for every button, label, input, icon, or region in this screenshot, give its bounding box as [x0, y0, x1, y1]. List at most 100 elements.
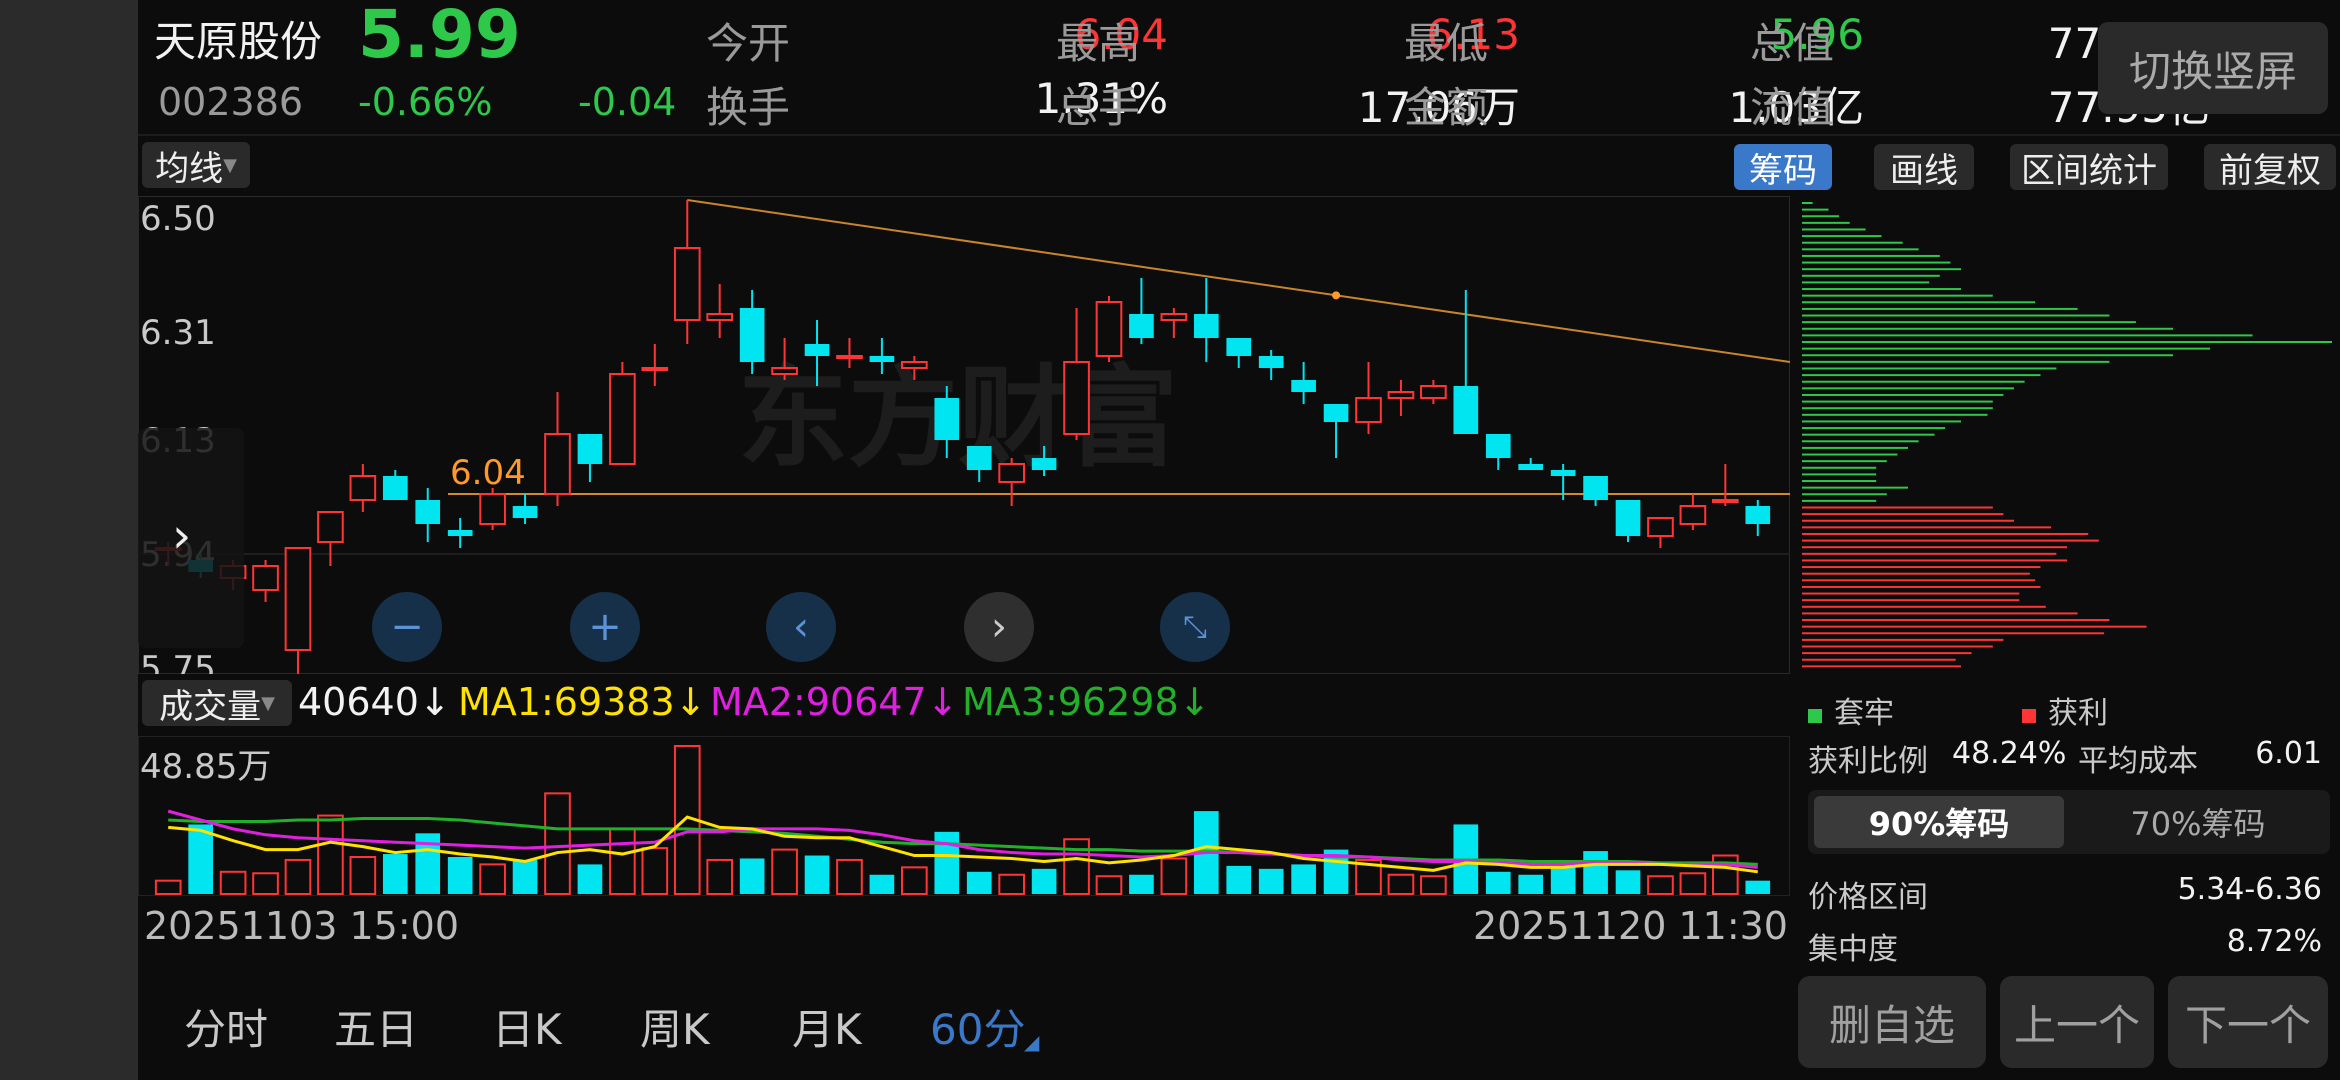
volume-bar[interactable] — [1485, 871, 1511, 894]
scroll-left-icon[interactable]: ‹ — [766, 592, 836, 662]
volume-bar[interactable] — [1387, 873, 1415, 895]
volume-bar[interactable] — [804, 855, 830, 894]
candle[interactable] — [901, 361, 928, 369]
candle[interactable] — [1258, 356, 1284, 368]
tab-weekly[interactable]: 周K — [640, 1005, 710, 1054]
volume-bar[interactable] — [154, 879, 182, 895]
volume-bar[interactable] — [188, 824, 213, 894]
switch-portrait-button[interactable]: 切换竖屏 — [2098, 22, 2328, 114]
volume-bar[interactable] — [219, 870, 247, 896]
scroll-right-icon[interactable]: › — [964, 592, 1034, 662]
volume-bar[interactable] — [1745, 880, 1771, 894]
candle[interactable] — [1712, 499, 1739, 503]
volume-bar[interactable] — [1679, 872, 1707, 895]
candle[interactable] — [317, 511, 344, 543]
volume-bar[interactable] — [479, 863, 506, 895]
volume-bar[interactable] — [577, 864, 603, 894]
tab-monthly[interactable]: 月K — [792, 1005, 862, 1054]
candle[interactable] — [1063, 361, 1090, 435]
volume-bar[interactable] — [284, 858, 312, 895]
candle[interactable] — [1615, 500, 1641, 536]
zoom-out-icon[interactable]: − — [372, 592, 442, 662]
candle[interactable] — [1323, 404, 1349, 422]
candle[interactable] — [1647, 517, 1674, 537]
delete-watchlist-button[interactable]: 删自选 — [1798, 976, 1986, 1068]
candle[interactable] — [1160, 313, 1188, 321]
candle[interactable] — [1583, 476, 1608, 500]
volume-bar[interactable] — [869, 874, 895, 894]
volume-bar[interactable] — [998, 873, 1025, 895]
volume-bar[interactable] — [1129, 874, 1154, 894]
candle[interactable] — [1485, 434, 1511, 458]
volume-bar[interactable] — [836, 858, 863, 895]
candle[interactable] — [998, 463, 1025, 483]
volume-bar[interactable] — [609, 827, 636, 895]
volume-bar[interactable] — [739, 858, 765, 894]
volume-bar[interactable] — [512, 859, 538, 894]
candle[interactable] — [252, 565, 279, 591]
volume-bar[interactable] — [382, 854, 408, 894]
volume-bar[interactable] — [1031, 868, 1057, 894]
candle[interactable] — [1745, 506, 1771, 524]
volume-bar[interactable] — [1355, 858, 1382, 895]
trend-line[interactable] — [687, 199, 1790, 363]
candle[interactable] — [1031, 458, 1057, 470]
candle[interactable] — [1453, 386, 1479, 434]
candle[interactable] — [1095, 301, 1123, 357]
candle[interactable] — [479, 493, 506, 525]
draw-line-button[interactable]: 画线 — [1874, 144, 1974, 191]
tab-70-chips[interactable]: 70%筹码 — [2130, 805, 2266, 843]
candle[interactable] — [1291, 380, 1316, 392]
previous-stock-button[interactable]: 上一个 — [2000, 976, 2154, 1068]
candle[interactable] — [284, 547, 312, 651]
candle[interactable] — [349, 475, 377, 501]
volume-bar[interactable] — [1647, 875, 1674, 896]
volume-bar[interactable] — [1160, 857, 1188, 896]
candle[interactable] — [804, 344, 830, 356]
volume-chart[interactable]: 48.85万 — [138, 736, 1790, 896]
volume-bar[interactable] — [1420, 875, 1447, 896]
volume-bar[interactable] — [641, 847, 669, 896]
reset-zoom-icon[interactable]: ⤡ — [1160, 592, 1230, 662]
candle[interactable] — [544, 433, 571, 495]
candle[interactable] — [869, 356, 895, 362]
candle[interactable] — [934, 398, 960, 440]
volume-bar[interactable] — [934, 831, 960, 894]
candle[interactable] — [641, 367, 669, 371]
volume-bar[interactable] — [317, 814, 344, 895]
ma-dropdown[interactable]: 均线 ▼ — [142, 142, 250, 189]
volume-bar[interactable] — [771, 848, 798, 895]
range-stats-button[interactable]: 区间统计 — [2010, 144, 2168, 191]
panel-expand-handle[interactable]: › — [138, 428, 244, 648]
candle[interactable] — [673, 247, 701, 321]
candle[interactable] — [512, 506, 538, 518]
chips-button[interactable]: 筹码 — [1734, 144, 1832, 191]
candle[interactable] — [1387, 391, 1415, 399]
volume-bar[interactable] — [1095, 875, 1123, 896]
candle[interactable] — [415, 500, 441, 524]
volume-bar[interactable] — [1258, 868, 1284, 894]
volume-bar[interactable] — [1518, 874, 1544, 894]
candle[interactable] — [739, 308, 765, 362]
volume-bar[interactable] — [349, 856, 377, 895]
tab-60-minute[interactable]: 60分 — [930, 1005, 1026, 1054]
candle[interactable] — [771, 367, 798, 375]
volume-bar[interactable] — [1550, 867, 1576, 894]
volume-bar[interactable] — [1063, 838, 1090, 895]
candle[interactable] — [577, 434, 603, 464]
candle[interactable] — [706, 313, 734, 321]
candle[interactable] — [609, 373, 636, 465]
candle[interactable] — [1679, 505, 1707, 525]
candle[interactable] — [382, 476, 408, 500]
zoom-in-icon[interactable]: + — [570, 592, 640, 662]
volume-bar[interactable] — [447, 857, 473, 894]
tab-five-day[interactable]: 五日 — [334, 1005, 419, 1054]
volume-bar[interactable] — [252, 872, 279, 895]
volume-bar[interactable] — [1226, 865, 1252, 894]
volume-bar[interactable] — [1615, 870, 1641, 894]
volume-bar[interactable] — [706, 858, 734, 895]
next-stock-button[interactable]: 下一个 — [2168, 976, 2328, 1068]
candle[interactable] — [1193, 314, 1219, 338]
volume-bar[interactable] — [1712, 854, 1739, 895]
volume-bar[interactable] — [901, 866, 928, 895]
